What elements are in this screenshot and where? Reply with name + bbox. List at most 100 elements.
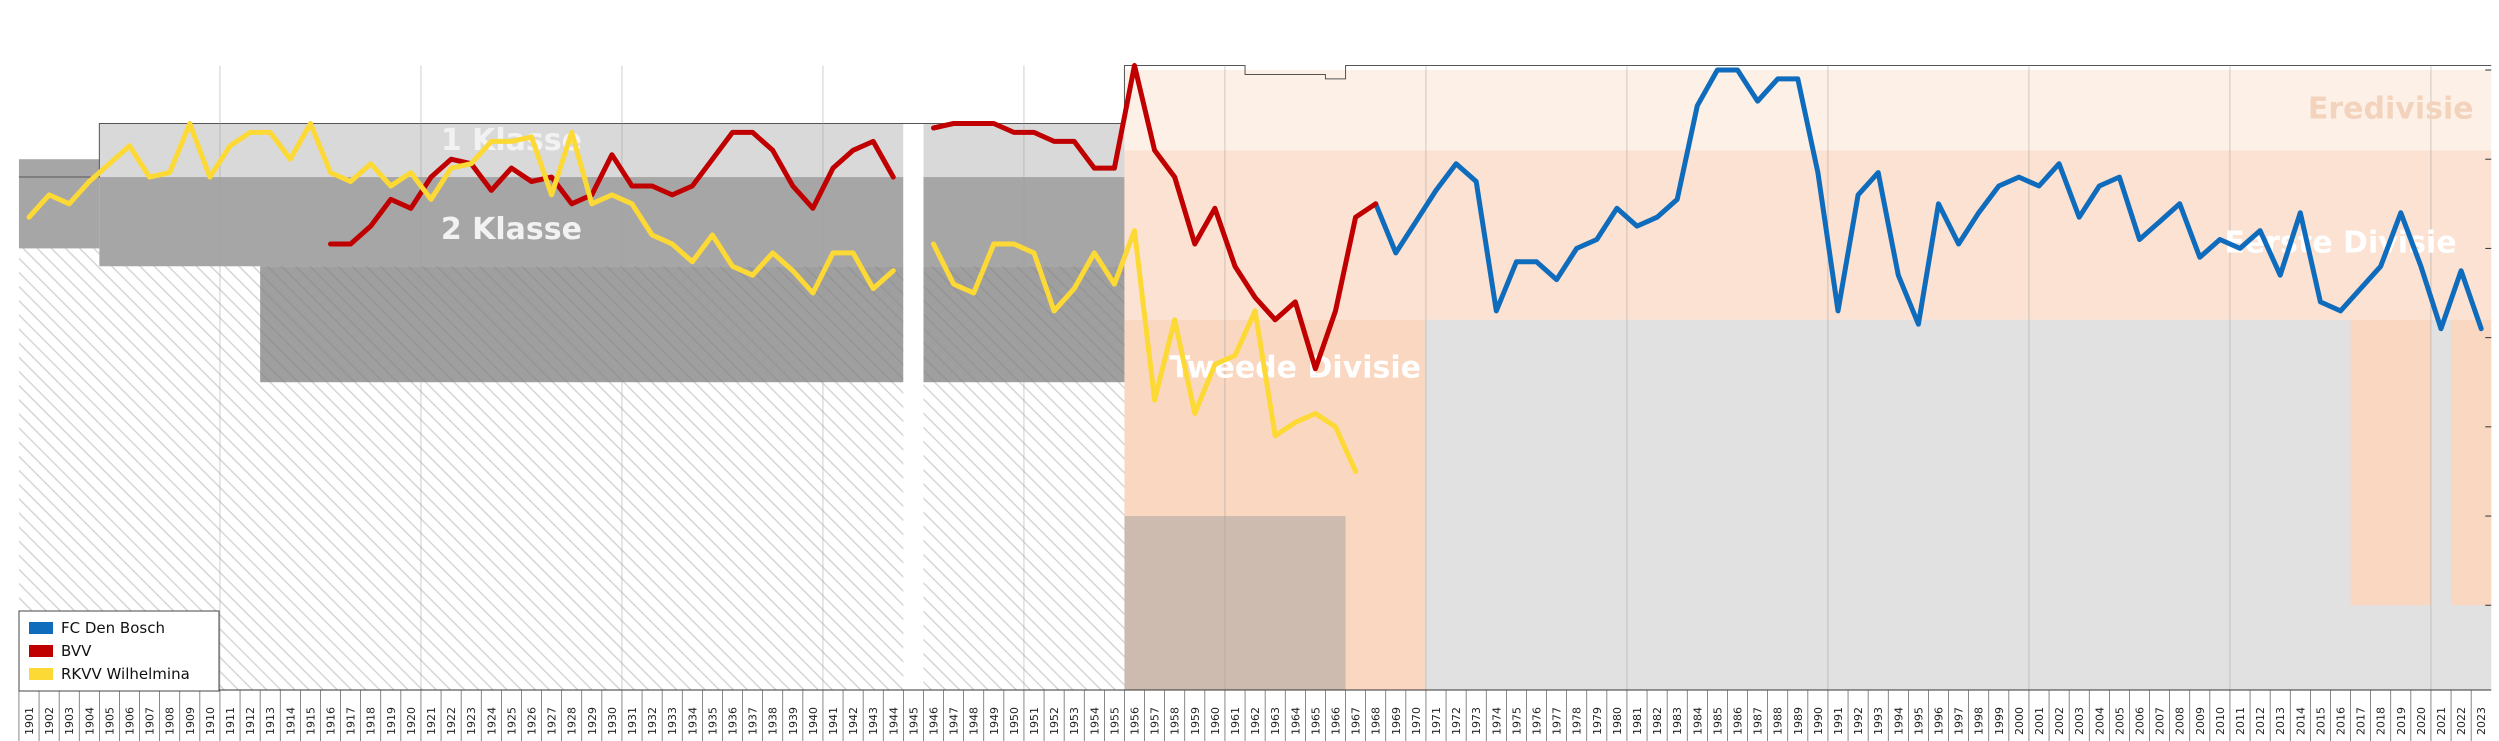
x-tick-label: 1966 bbox=[1330, 707, 1343, 735]
x-tick-label: 2007 bbox=[2154, 707, 2167, 735]
grid-lines bbox=[219, 65, 2492, 690]
series-line bbox=[931, 228, 1359, 474]
x-tick-label: 1945 bbox=[907, 707, 920, 735]
x-tick-label: 1974 bbox=[1490, 707, 1503, 735]
x-tick-label: 1993 bbox=[1872, 707, 1885, 735]
x-tick-label: 1911 bbox=[224, 707, 237, 735]
x-tick-label: 2001 bbox=[2033, 707, 2046, 735]
x-tick-label: 1975 bbox=[1510, 707, 1523, 735]
x-tick-label: 1916 bbox=[325, 707, 338, 735]
band-tweede-2022 bbox=[2451, 319, 2492, 606]
x-tick-label: 1999 bbox=[1993, 707, 2006, 735]
x-tick-label: 1942 bbox=[847, 707, 860, 735]
x-tick-label: 1944 bbox=[887, 707, 900, 735]
x-tick-label: 2018 bbox=[2375, 707, 2388, 735]
x-tick-label: 1948 bbox=[968, 707, 981, 735]
division-label: 2 Klasse bbox=[441, 212, 582, 247]
x-tick-label: 1936 bbox=[727, 707, 740, 735]
x-tick-label: 1983 bbox=[1671, 707, 1684, 735]
x-tick-label: 1929 bbox=[586, 707, 599, 735]
x-tick-label: 2014 bbox=[2294, 707, 2307, 735]
x-tick-label: 1958 bbox=[1169, 707, 1182, 735]
x-tick-label: 1989 bbox=[1792, 707, 1805, 735]
band-tweede-divisie bbox=[1124, 319, 1426, 690]
x-tick-label: 1915 bbox=[304, 707, 317, 735]
x-tick-label: 1904 bbox=[83, 707, 96, 735]
x-tick-label: 1963 bbox=[1269, 707, 1282, 735]
x-tick-label: 1987 bbox=[1752, 707, 1765, 735]
x-tick-label: 1939 bbox=[787, 707, 800, 735]
x-tick-label: 1964 bbox=[1289, 707, 1302, 735]
x-tick-label: 1979 bbox=[1591, 707, 1604, 735]
x-tick-label: 1918 bbox=[365, 707, 378, 735]
x-tick-label: 1960 bbox=[1209, 707, 1222, 735]
x-tick-label: 1961 bbox=[1229, 707, 1242, 735]
prewar-outline bbox=[18, 123, 1125, 178]
x-tick-label: 2022 bbox=[2455, 707, 2468, 735]
x-tick-label: 1908 bbox=[164, 707, 177, 735]
x-tick-label: 1937 bbox=[747, 707, 760, 735]
series-fc-den-bosch bbox=[1373, 67, 2484, 332]
x-tick-label: 1922 bbox=[445, 707, 458, 735]
band-amateur bbox=[1425, 319, 2492, 690]
series-lines bbox=[26, 63, 2484, 474]
legend-label: BVV bbox=[61, 642, 92, 660]
band-2-klasse bbox=[99, 177, 904, 267]
x-tick-label: 1981 bbox=[1631, 707, 1644, 735]
x-tick-label: 2015 bbox=[2314, 707, 2327, 735]
x-tick-label: 1992 bbox=[1852, 707, 1865, 735]
legend-swatch bbox=[29, 668, 53, 680]
band-3-klasse bbox=[260, 266, 904, 383]
x-tick-label: 1950 bbox=[1008, 707, 1021, 735]
x-tick-label: 1997 bbox=[1953, 707, 1966, 735]
x-tick-label: 2021 bbox=[2435, 707, 2448, 735]
x-tick-label: 1947 bbox=[948, 707, 961, 735]
x-tick-label: 1986 bbox=[1732, 707, 1745, 735]
x-tick-label: 1935 bbox=[706, 707, 719, 735]
legend-swatch bbox=[29, 645, 53, 657]
x-tick-label: 1924 bbox=[485, 707, 498, 735]
x-tick-label: 1925 bbox=[505, 707, 518, 735]
x-tick-label: 1972 bbox=[1450, 707, 1463, 735]
x-tick-label: 2009 bbox=[2194, 707, 2207, 735]
x-tick-label: 1978 bbox=[1571, 707, 1584, 735]
x-axis: 1901 1902 1903 1904 1905 1906 1907 1908 1909 1910… bbox=[18, 689, 2492, 741]
x-tick-label: 1906 bbox=[124, 707, 137, 735]
x-tick-label: 1959 bbox=[1189, 707, 1202, 735]
x-tick-label: 1923 bbox=[465, 707, 478, 735]
x-tick-label: 2019 bbox=[2395, 707, 2408, 735]
x-tick-label: 2017 bbox=[2355, 707, 2368, 735]
x-tick-label: 1951 bbox=[1028, 707, 1041, 735]
legend-label: FC Den Bosch bbox=[61, 619, 165, 637]
war-gap bbox=[903, 114, 924, 691]
x-tick-label: 2006 bbox=[2134, 707, 2147, 735]
x-tick-label: 1995 bbox=[1912, 707, 1925, 735]
x-tick-label: 1946 bbox=[928, 707, 941, 735]
x-tick-label: 1933 bbox=[666, 707, 679, 735]
legend-label: RKVV Wilhelmina bbox=[61, 665, 190, 683]
band-early bbox=[18, 159, 100, 249]
x-tick-label: 1938 bbox=[767, 707, 780, 735]
x-tick-label: 2023 bbox=[2475, 707, 2488, 735]
x-tick-label: 1913 bbox=[264, 707, 277, 735]
x-tick-label: 1971 bbox=[1430, 707, 1443, 735]
x-tick-label: 2005 bbox=[2113, 707, 2126, 735]
x-tick-label: 1902 bbox=[43, 707, 56, 735]
x-tick-label: 1996 bbox=[1933, 707, 1946, 735]
series-rkvv-wilhelmina bbox=[26, 121, 1359, 474]
x-tick-label: 1901 bbox=[23, 707, 36, 735]
x-tick-label: 1973 bbox=[1470, 707, 1483, 735]
x-tick-label: 1976 bbox=[1531, 707, 1544, 735]
band-lower-amateur bbox=[1124, 516, 1346, 690]
x-tick-label: 1943 bbox=[867, 707, 880, 735]
x-tick-label: 1982 bbox=[1651, 707, 1664, 735]
x-tick-label: 2011 bbox=[2234, 707, 2247, 735]
x-tick-label: 1914 bbox=[284, 707, 297, 735]
x-tick-label: 1905 bbox=[103, 707, 116, 735]
x-tick-label: 1952 bbox=[1048, 707, 1061, 735]
x-tick-label: 1949 bbox=[988, 707, 1001, 735]
x-tick-label: 1909 bbox=[184, 707, 197, 735]
x-tick-label: 2000 bbox=[2013, 707, 2026, 735]
x-tick-label: 2008 bbox=[2174, 707, 2187, 735]
